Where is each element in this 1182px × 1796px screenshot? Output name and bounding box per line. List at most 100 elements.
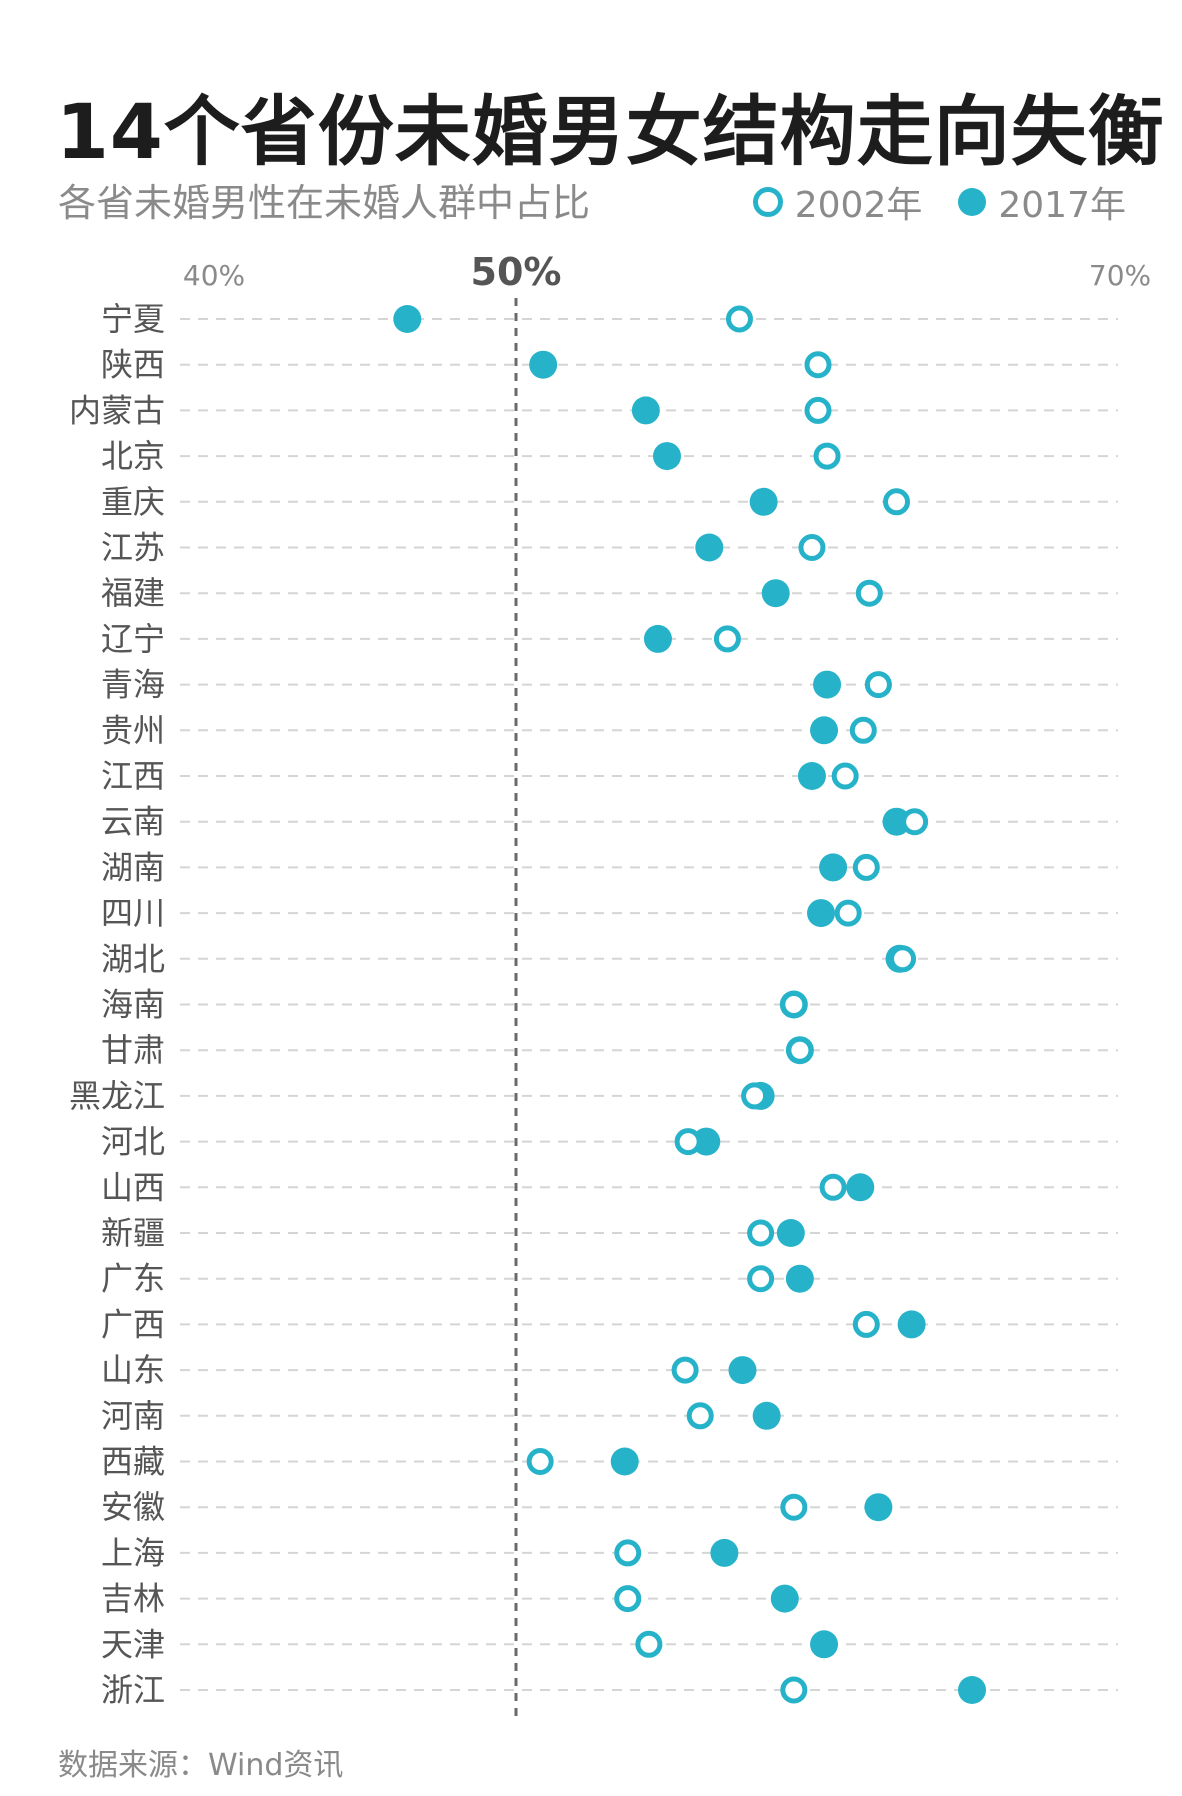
chart-title: 14个省份未婚男女结构走向失衡 <box>56 87 1165 176</box>
point-2002 <box>901 808 929 836</box>
point-2002 <box>780 1493 808 1521</box>
chart-subtitle: 各省未婚男性在未婚人群中占比 <box>58 181 591 225</box>
category-label: 山东 <box>101 1351 165 1389</box>
category-label: 甘肃 <box>101 1031 165 1069</box>
point-2002 <box>883 488 911 516</box>
point-2002 <box>852 853 880 881</box>
legend-item-2002: 2002年 <box>752 176 923 228</box>
point-2002 <box>855 579 883 607</box>
point-2017 <box>643 624 672 653</box>
point-2002 <box>780 991 808 1018</box>
point-2017 <box>813 670 842 699</box>
point-2017 <box>810 1630 839 1659</box>
point-2002 <box>526 1448 554 1475</box>
point-2002 <box>889 945 917 973</box>
point-2017 <box>752 1401 781 1430</box>
category-label: 湖南 <box>101 848 165 886</box>
category-label: 新疆 <box>101 1214 165 1252</box>
point-2017 <box>776 1219 805 1247</box>
category-label: 青海 <box>101 666 165 704</box>
category-label: 吉林 <box>101 1580 165 1618</box>
category-label: 陕西 <box>101 346 165 384</box>
point-2002 <box>747 1265 775 1293</box>
category-label: 河南 <box>101 1397 165 1435</box>
point-2002 <box>614 1539 642 1567</box>
category-label: 安徽 <box>101 1488 165 1526</box>
point-2002 <box>804 351 832 379</box>
point-2017 <box>958 1676 987 1704</box>
point-2002 <box>635 1630 663 1658</box>
point-2017 <box>749 487 778 516</box>
point-2017 <box>797 762 826 790</box>
point-2002 <box>674 1128 702 1156</box>
point-2002 <box>686 1402 714 1430</box>
category-label: 江苏 <box>101 529 165 567</box>
filled-circle-icon <box>958 188 987 216</box>
category-label: 贵州 <box>101 711 165 749</box>
point-2002 <box>747 1219 775 1247</box>
open-circle-icon <box>752 187 783 217</box>
point-2017 <box>807 899 836 928</box>
point-2017 <box>695 533 724 562</box>
category-label: 广西 <box>101 1305 165 1343</box>
category-label: 海南 <box>101 986 165 1024</box>
point-2017 <box>770 1584 799 1613</box>
point-2017 <box>846 1173 875 1202</box>
category-label: 江西 <box>101 757 165 795</box>
legend: 2002年 2017年 <box>731 176 1126 228</box>
legend-label-2002: 2002年 <box>794 185 923 226</box>
category-label: 北京 <box>101 437 165 475</box>
point-2017 <box>897 1310 926 1339</box>
point-2017 <box>393 305 422 333</box>
point-2017 <box>810 716 839 745</box>
point-2002 <box>831 762 859 790</box>
point-2017 <box>653 442 681 471</box>
category-label: 宁夏 <box>101 300 165 338</box>
point-2017 <box>761 579 790 608</box>
point-2002 <box>671 1356 699 1384</box>
point-2002 <box>614 1585 642 1613</box>
x-tick-label: 50% <box>471 250 562 294</box>
point-2002 <box>741 1082 769 1110</box>
point-2017 <box>610 1447 639 1476</box>
category-label: 山西 <box>101 1168 165 1206</box>
point-2002 <box>725 305 753 333</box>
point-2002 <box>813 442 841 470</box>
point-2002 <box>798 534 826 561</box>
category-label: 辽宁 <box>101 620 165 658</box>
point-2002 <box>864 671 892 699</box>
category-label: 内蒙古 <box>69 391 165 429</box>
category-label: 黑龙江 <box>69 1077 165 1115</box>
point-2002 <box>780 1676 808 1704</box>
x-tick-label: 70% <box>1089 259 1151 292</box>
source-note: 数据来源：Wind资讯 <box>58 1748 344 1783</box>
x-tick-label: 40% <box>183 259 245 292</box>
legend-item-2017: 2017年 <box>958 176 1126 228</box>
point-2017 <box>529 350 558 379</box>
point-2017 <box>785 1264 814 1293</box>
point-2002 <box>786 1036 814 1064</box>
point-2002 <box>849 716 877 744</box>
category-label: 云南 <box>101 803 165 841</box>
category-label: 重庆 <box>101 483 165 521</box>
point-2002 <box>713 625 741 653</box>
point-2017 <box>728 1356 757 1385</box>
point-2017 <box>631 396 660 425</box>
legend-label-2017: 2017年 <box>998 185 1126 226</box>
category-label: 河北 <box>101 1123 165 1161</box>
point-2002 <box>804 396 832 424</box>
category-label: 广东 <box>101 1260 165 1298</box>
category-label: 福建 <box>101 574 165 612</box>
category-label: 西藏 <box>101 1443 165 1481</box>
point-2002 <box>852 1310 880 1338</box>
category-label: 湖北 <box>101 940 165 978</box>
point-2017 <box>819 853 848 882</box>
point-2002 <box>834 899 862 927</box>
category-label: 上海 <box>101 1534 165 1572</box>
category-label: 四川 <box>101 894 165 932</box>
point-2002 <box>819 1173 847 1201</box>
point-2017 <box>864 1493 893 1522</box>
category-label: 浙江 <box>101 1671 165 1709</box>
point-2017 <box>710 1538 739 1567</box>
